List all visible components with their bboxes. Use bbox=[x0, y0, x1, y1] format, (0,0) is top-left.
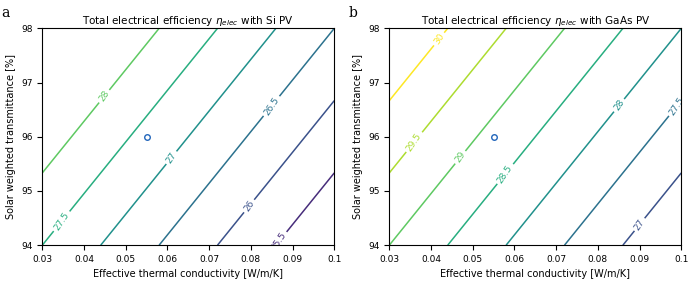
Text: a: a bbox=[1, 6, 10, 20]
Title: Total electrical efficiency $\eta_{elec}$ with GaAs PV: Total electrical efficiency $\eta_{elec}… bbox=[421, 14, 650, 28]
Text: 27.5: 27.5 bbox=[52, 210, 71, 232]
Text: 28.5: 28.5 bbox=[496, 163, 514, 185]
X-axis label: Effective thermal conductivity [W/m/K]: Effective thermal conductivity [W/m/K] bbox=[93, 269, 283, 280]
Y-axis label: Solar weighted transmittance [%]: Solar weighted transmittance [%] bbox=[353, 54, 362, 219]
Y-axis label: Solar weighted transmittance [%]: Solar weighted transmittance [%] bbox=[6, 54, 15, 219]
Text: 27: 27 bbox=[633, 217, 646, 232]
Text: 27: 27 bbox=[164, 150, 178, 165]
Title: Total electrical efficiency $\eta_{elec}$ with Si PV: Total electrical efficiency $\eta_{elec}… bbox=[83, 14, 294, 28]
Text: 28: 28 bbox=[97, 89, 111, 103]
Text: 25.5: 25.5 bbox=[269, 231, 288, 253]
Text: 26: 26 bbox=[242, 199, 256, 213]
Text: 30: 30 bbox=[432, 32, 446, 46]
Text: 26.5: 26.5 bbox=[262, 95, 281, 117]
X-axis label: Effective thermal conductivity [W/m/K]: Effective thermal conductivity [W/m/K] bbox=[440, 269, 630, 280]
Text: 27.5: 27.5 bbox=[668, 95, 686, 117]
Text: 29: 29 bbox=[453, 150, 467, 164]
Text: 29.5: 29.5 bbox=[405, 131, 423, 153]
Text: 28: 28 bbox=[612, 98, 626, 113]
Text: b: b bbox=[348, 6, 357, 20]
